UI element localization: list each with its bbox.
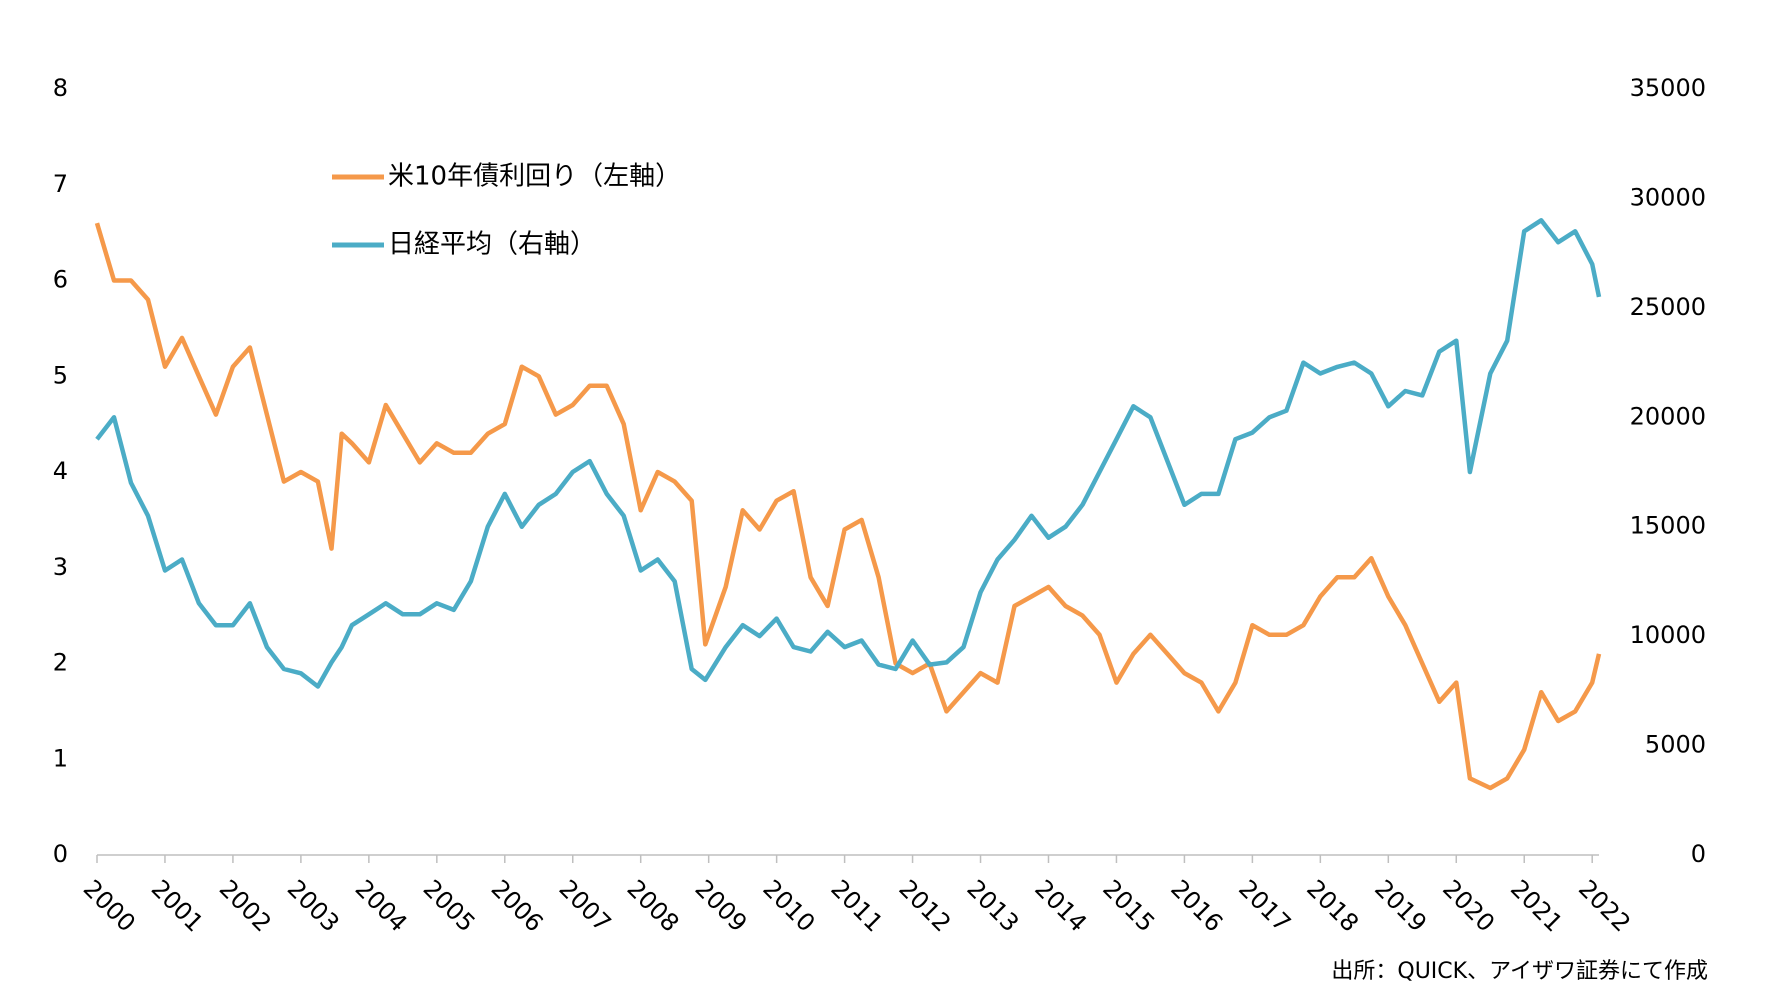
legend-label: 日経平均（右軸）	[388, 230, 596, 260]
x-tick-label: 2001	[146, 874, 209, 937]
y-tick-label: 7	[53, 170, 68, 198]
y2-tick-label: 5000	[1645, 731, 1706, 759]
x-tick-label: 2006	[486, 874, 549, 937]
x-tick-label: 2011	[825, 874, 888, 937]
x-tick-label: 2019	[1369, 874, 1432, 937]
series-line	[95, 218, 1602, 689]
x-tick-label: 2016	[1165, 874, 1228, 937]
y2-tick-label: 30000	[1630, 183, 1706, 211]
y-tick-label: 0	[53, 840, 68, 868]
x-tick-label: 2009	[689, 874, 752, 937]
legend-label: 米10年債利回り（左軸）	[388, 162, 681, 192]
x-tick-label: 2010	[757, 874, 820, 937]
x-tick-label: 2005	[418, 874, 481, 937]
y2-tick-label: 20000	[1630, 402, 1706, 430]
x-tick-label: 2008	[622, 874, 685, 937]
y-tick-label: 6	[53, 266, 68, 294]
y-tick-label: 8	[53, 74, 68, 102]
x-tick-label: 2021	[1505, 874, 1568, 937]
y-tick-label: 4	[53, 457, 68, 485]
y2-tick-label: 35000	[1630, 74, 1706, 102]
y2-tick-label: 15000	[1630, 512, 1706, 540]
series-line	[94, 222, 1602, 791]
x-tick-label: 2007	[554, 874, 617, 937]
y-tick-label: 1	[53, 744, 68, 772]
x-tick-label: 2015	[1097, 874, 1160, 937]
x-tick-label: 2013	[961, 874, 1024, 937]
y2-tick-label: 25000	[1630, 293, 1706, 321]
x-tick-label: 2003	[282, 874, 345, 937]
y-tick-label: 5	[53, 361, 68, 389]
x-tick-label: 2012	[893, 874, 956, 937]
y2-tick-label: 0	[1691, 840, 1706, 868]
x-tick-label: 2000	[78, 874, 141, 937]
x-tick-label: 2017	[1233, 874, 1296, 937]
y-tick-label: 3	[53, 553, 68, 581]
source-note: 出所：QUICK、アイザワ証券にて作成	[1331, 959, 1708, 984]
x-tick-label: 2018	[1301, 874, 1364, 937]
x-tick-label: 2002	[214, 874, 277, 937]
x-tick-label: 2004	[350, 874, 413, 937]
x-tick-label: 2014	[1029, 874, 1092, 937]
x-tick-label: 2022	[1573, 874, 1636, 937]
x-tick-label: 2020	[1437, 874, 1500, 937]
y2-tick-label: 10000	[1630, 621, 1706, 649]
y-tick-label: 2	[53, 649, 68, 677]
